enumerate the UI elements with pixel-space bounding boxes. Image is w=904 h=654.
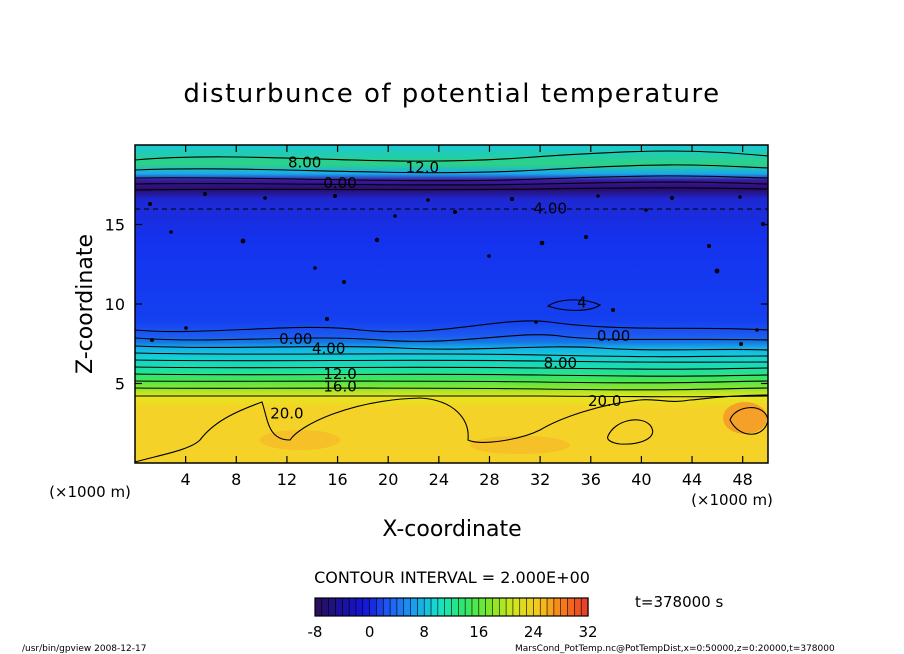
colorbar-swatch — [471, 597, 480, 617]
x-tick-label: 48 — [733, 470, 753, 489]
x-tick-label: 8 — [231, 470, 241, 489]
colorbar-swatch — [355, 597, 364, 617]
colorbar-swatch — [362, 597, 371, 617]
colorbar-swatch — [314, 597, 323, 617]
colorbar-swatch — [485, 597, 494, 617]
colorbar-swatch — [546, 597, 555, 617]
colorbar-swatch — [410, 597, 418, 617]
colorbar: -8 0 8 16 24 32 — [308, 597, 598, 641]
colorbar-tick-label: 0 — [365, 623, 375, 641]
y-tick-label: 10 — [105, 295, 125, 314]
contour-label: 8.00 — [544, 354, 577, 372]
colorbar-swatch — [437, 597, 446, 617]
x-units-left: (×1000 m) — [49, 483, 131, 501]
colorbar-tick-label: -8 — [308, 623, 323, 641]
contour-label: 20.0 — [588, 392, 621, 410]
colorbar-swatch — [328, 597, 337, 617]
colorbar-swatch — [580, 597, 589, 617]
colorbar-swatch — [567, 597, 575, 617]
colorbar-swatch — [526, 597, 535, 617]
x-axis: 4 8 12 16 20 24 28 32 36 40 44 48 — [181, 145, 753, 489]
x-tick-label: 24 — [429, 470, 449, 489]
contour-label: 16.0 — [323, 378, 356, 396]
x-units-right: (×1000 m) — [691, 491, 773, 509]
colorbar-swatch — [335, 597, 343, 617]
colorbar-swatch — [539, 597, 548, 617]
chart-title: disturbunce of potential temperature — [183, 79, 720, 109]
contour-lines — [135, 150, 768, 463]
x-tick-label: 28 — [479, 470, 499, 489]
plot-area — [135, 145, 768, 463]
colorbar-frame — [314, 597, 589, 617]
x-tick-label: 32 — [530, 470, 550, 489]
colorbar-swatch — [464, 597, 473, 617]
contour-label: 0.00 — [323, 174, 356, 192]
colorbar-swatch — [519, 597, 528, 617]
warm-region — [723, 402, 767, 434]
colorbar-swatch — [376, 597, 384, 617]
footer-left: /usr/bin/gpview 2008-12-17 — [22, 644, 146, 654]
colorbar-swatch — [505, 597, 514, 617]
colorbar-swatch — [321, 597, 330, 617]
contour-interval-text: CONTOUR INTERVAL = 2.000E+00 — [314, 568, 590, 587]
colorbar-swatch — [403, 597, 412, 617]
colorbar-swatch — [396, 597, 405, 617]
contour-label: 4.00 — [312, 340, 345, 358]
colorbar-tick-label: 8 — [419, 623, 429, 641]
warm-region — [470, 436, 570, 454]
colorbar-swatch — [341, 597, 350, 617]
colorbar-swatch — [451, 597, 459, 617]
x-tick-label: 16 — [327, 470, 347, 489]
x-tick-label: 36 — [581, 470, 601, 489]
y-tick-label: 5 — [115, 375, 125, 394]
contour-label: 4.00 — [534, 200, 567, 218]
colorbar-tick-label: 32 — [578, 623, 597, 641]
colorbar-swatch — [533, 597, 541, 617]
contour-label: 4 — [577, 293, 587, 311]
colorbar-swatch — [382, 597, 391, 617]
x-axis-label: X-coordinate — [382, 517, 521, 542]
x-tick-label: 20 — [378, 470, 398, 489]
warm-region — [260, 430, 340, 450]
x-tick-label: 44 — [682, 470, 702, 489]
colorbar-swatch — [512, 597, 521, 617]
colorbar-tick-label: 24 — [524, 623, 543, 641]
colorbar-swatch — [417, 597, 425, 617]
colorbar-swatch — [574, 597, 582, 617]
colorbar-swatch — [458, 597, 466, 617]
colorbar-swatch — [444, 597, 453, 617]
contour-label: 0.00 — [597, 327, 630, 345]
contour-label: 20.0 — [270, 405, 303, 423]
contour-labels: 8.00 12.00.004.0040.004.000.008.0012.016.… — [270, 153, 630, 422]
contour-label: 0.00 — [279, 330, 312, 348]
colorbar-swatch — [478, 597, 487, 617]
y-tick-label: 15 — [105, 216, 125, 235]
contour-label: 12.0 — [406, 158, 439, 176]
contour-label: 8.00 — [288, 153, 321, 171]
colorbar-swatch — [498, 597, 507, 617]
x-tick-label: 4 — [181, 470, 191, 489]
colorbar-swatch — [389, 597, 398, 617]
colorbar-swatch — [553, 597, 562, 617]
time-text: t=378000 s — [635, 593, 723, 611]
colorbar-tick-label: 16 — [469, 623, 488, 641]
footer-right: MarsCond_PotTemp.nc@PotTempDist,x=0:5000… — [515, 644, 835, 654]
colorbar-swatch — [492, 597, 500, 617]
colorbar-swatch — [560, 597, 569, 617]
y-axis-label: Z-coordinate — [73, 234, 98, 374]
colorbar-swatch — [423, 597, 432, 617]
x-tick-label: 40 — [631, 470, 651, 489]
x-tick-label: 12 — [277, 470, 297, 489]
contour-label: 12.0 — [323, 365, 356, 383]
colorbar-swatch — [348, 597, 357, 617]
colorbar-swatch — [430, 597, 439, 617]
colorbar-swatch — [369, 597, 378, 617]
y-axis: 5 10 15 — [105, 216, 768, 394]
